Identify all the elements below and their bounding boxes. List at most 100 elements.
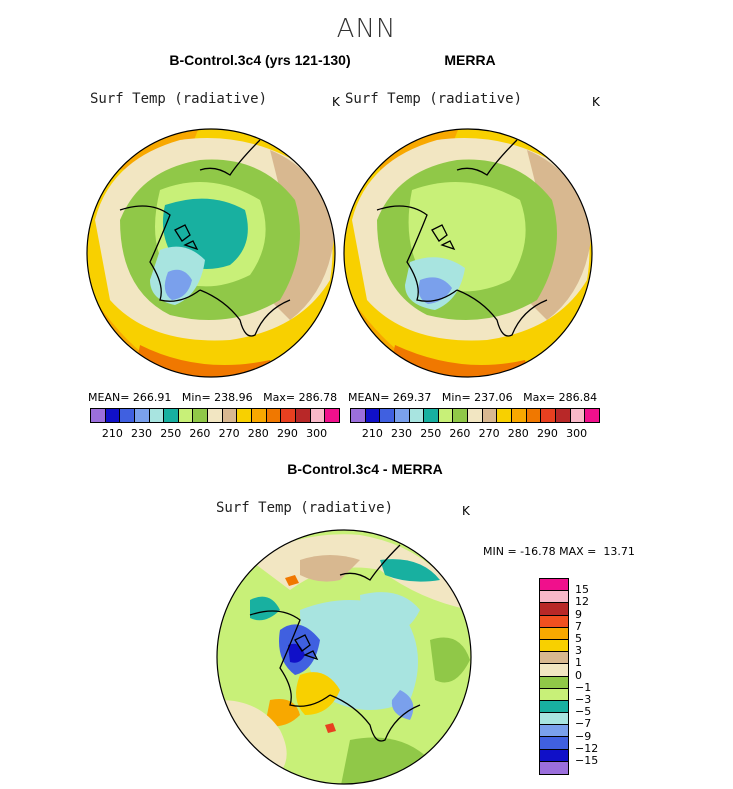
colorbar-swatch [325, 409, 339, 422]
colorbar-swatch [468, 409, 483, 422]
colorbar-swatch [134, 409, 150, 422]
colorbar-swatch [540, 737, 568, 750]
colorbar-tick-label: 280 [507, 427, 529, 440]
colorbar-tick-label: 230 [391, 427, 413, 440]
right-max-value: 286.84 [558, 391, 598, 404]
colorbar-tick-label: 300 [566, 427, 588, 440]
right-mean-label: MEAN= [348, 391, 390, 404]
right-min-label: Min= [441, 391, 471, 404]
colorbar-tick-label: 0 [575, 668, 582, 682]
colorbar-swatch [540, 761, 568, 774]
colorbar-swatch [424, 409, 439, 422]
left-min-label: Min= [181, 391, 211, 404]
colorbar-swatch [526, 409, 542, 422]
colorbar-tick-label: −12 [575, 741, 599, 755]
colorbar-swatch [541, 409, 556, 422]
left-max-label: Max= [263, 391, 296, 404]
colorbar-tick-label: 300 [306, 427, 328, 440]
colorbar-tick-label: −9 [575, 729, 592, 743]
colorbar-tick-label: 9 [575, 607, 582, 621]
colorbar-tick-label: 7 [575, 619, 582, 633]
colorbar-swatch [585, 409, 599, 422]
colorbar-swatch [482, 409, 498, 422]
left-panel-title: B-Control.3c4 (yrs 121-130) [169, 52, 351, 68]
colorbar-tick-label: 210 [101, 427, 123, 440]
colorbar-swatch [208, 409, 223, 422]
colorbar-tick-label: −7 [575, 717, 592, 731]
colorbar-tick-label: 270 [218, 427, 240, 440]
colorbar-swatch [540, 664, 568, 677]
colorbar-swatch [540, 627, 568, 640]
colorbar-tick-label: 270 [478, 427, 500, 440]
colorbar-tick-label: 290 [536, 427, 558, 440]
diff-minmax-label: MIN = -16.78 MAX = 13.71 [483, 545, 635, 558]
colorbar-swatch [512, 409, 527, 422]
colorbar-swatch [438, 409, 454, 422]
colorbar-swatch [120, 409, 135, 422]
colorbar-tick-label: 1 [575, 656, 582, 670]
colorbar-swatch [409, 409, 425, 422]
right-mean-value: 269.37 [392, 391, 432, 404]
colorbar-tick-label: 260 [189, 427, 211, 440]
colorbar-tick-label: 290 [276, 427, 298, 440]
colorbar-swatch [105, 409, 121, 422]
colorbar-swatch [365, 409, 381, 422]
left-max-value: 286.78 [298, 391, 338, 404]
figure-title: ANN [336, 14, 397, 44]
colorbar-swatch [394, 409, 410, 422]
colorbar-swatch [178, 409, 194, 422]
colorbar-swatch [237, 409, 253, 422]
left-stats: MEAN= 266.91 Min= 238.96 Max= 286.78 [88, 391, 337, 404]
colorbar-tick-label: 230 [131, 427, 153, 440]
colorbar-swatch [252, 409, 267, 422]
colorbar-tick-label: 280 [247, 427, 269, 440]
colorbar-tick-label: 3 [575, 644, 582, 658]
colorbar-swatch [540, 603, 568, 616]
colorbar-swatch [149, 409, 165, 422]
right-units-label: K [592, 95, 600, 109]
colorbar-tick-label: −5 [575, 705, 592, 719]
left-min-value: 238.96 [214, 391, 253, 404]
colorbar-swatch [570, 409, 586, 422]
colorbar-swatch [295, 409, 311, 422]
colorbar-swatch [555, 409, 571, 422]
colorbar-tick-label: −1 [575, 680, 592, 694]
colorbar-tick-label: 12 [575, 595, 589, 609]
colorbar-swatch [281, 409, 296, 422]
colorbar-swatch [540, 700, 568, 714]
right-max-label: Max= [523, 391, 556, 404]
colorbar-swatch [540, 652, 568, 665]
colorbar-swatch [540, 639, 568, 653]
colorbar-tick-label: 15 [575, 583, 589, 597]
colorbar-swatch [164, 409, 179, 422]
colorbar-swatch [540, 688, 568, 701]
colorbar-swatch [540, 591, 568, 604]
diff-variable-label: Surf Temp (radiative) [216, 500, 394, 516]
colorbar-swatch [266, 409, 282, 422]
colorbar-swatch [497, 409, 513, 422]
diff-panel-title: B-Control.3c4 - MERRA [287, 461, 443, 477]
left-mean-label: MEAN= [88, 391, 130, 404]
colorbar-tick-label: −15 [575, 754, 599, 767]
colorbar-swatch [310, 409, 326, 422]
colorbar-swatch [222, 409, 238, 422]
diff-colorbar [539, 578, 569, 775]
left-variable-label: Surf Temp (radiative) [90, 91, 268, 107]
colorbar-tick-label: 210 [361, 427, 383, 440]
colorbar-tick-label: 250 [420, 427, 442, 440]
diff-units-label: K [462, 504, 470, 518]
colorbar-swatch [380, 409, 395, 422]
colorbar-swatch [91, 409, 106, 422]
colorbar-swatch [540, 615, 568, 628]
colorbar-swatch [540, 713, 568, 726]
right-variable-label: Surf Temp (radiative) [345, 91, 523, 107]
colorbar-swatch [540, 749, 568, 762]
colorbar-swatch [540, 579, 568, 592]
right-stats: MEAN= 269.37 Min= 237.06 Max= 286.84 [348, 391, 597, 404]
colorbar-swatch [193, 409, 209, 422]
colorbar-tick-label: 5 [575, 632, 582, 645]
colorbar-tick-label: −3 [575, 693, 592, 706]
